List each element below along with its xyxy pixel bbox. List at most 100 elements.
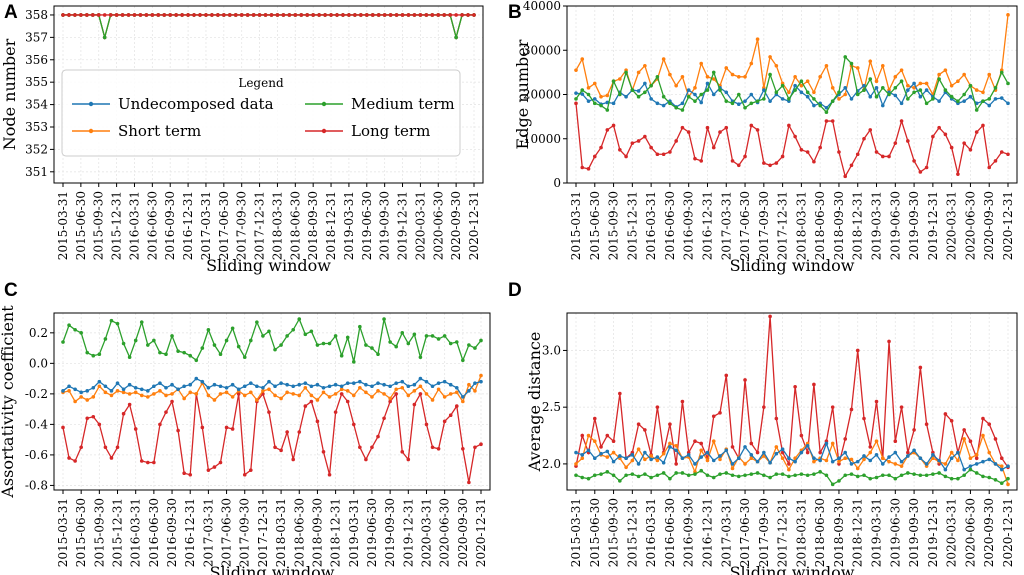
data-point	[418, 392, 423, 396]
x-tick-label: 2020-09-30	[456, 498, 470, 567]
data-point	[899, 79, 904, 84]
data-point	[127, 382, 132, 387]
data-point	[818, 450, 822, 455]
data-point	[780, 456, 785, 461]
x-tick-label: 2016-09-30	[682, 498, 696, 567]
x-tick-label: 2017-12-31	[776, 498, 790, 567]
x-tick-label: 2018-03-31	[270, 191, 284, 260]
data-point	[805, 450, 810, 455]
data-point	[1006, 81, 1010, 86]
data-point	[649, 83, 653, 88]
data-point	[799, 90, 804, 95]
data-point	[182, 471, 186, 476]
data-point	[837, 456, 841, 461]
y-tick-label: -0.4	[25, 417, 49, 431]
data-point	[448, 382, 453, 387]
data-point	[924, 422, 929, 426]
data-point	[849, 457, 854, 462]
data-point	[605, 449, 610, 454]
data-point	[158, 350, 162, 355]
data-point	[630, 472, 635, 476]
data-point	[906, 471, 910, 475]
series-line-short	[62, 375, 482, 403]
data-point	[968, 94, 973, 99]
data-point	[158, 381, 162, 385]
y-tick-label: 352	[25, 142, 48, 156]
data-point	[358, 379, 362, 384]
x-tick-label: 2019-03-31	[347, 498, 361, 567]
data-point	[649, 475, 653, 480]
data-point	[605, 433, 610, 438]
data-point	[912, 472, 916, 476]
legend-item-medium: Medium term	[305, 95, 455, 113]
series-line-medium	[575, 468, 1009, 486]
data-point	[999, 96, 1004, 100]
data-point	[849, 61, 854, 66]
data-point	[887, 339, 891, 344]
data-point	[868, 450, 873, 455]
data-point	[643, 472, 647, 476]
data-point	[749, 441, 754, 446]
data-point	[918, 170, 923, 174]
data-point	[805, 473, 810, 478]
data-point	[79, 395, 83, 399]
data-point	[133, 338, 138, 343]
data-point	[109, 393, 114, 398]
data-point	[787, 90, 791, 95]
data-point	[430, 398, 435, 402]
data-point	[899, 68, 904, 72]
data-point	[837, 150, 841, 154]
data-point	[473, 346, 477, 350]
data-point	[924, 101, 929, 106]
x-tick-label: 2017-09-30	[757, 191, 771, 260]
data-point	[67, 13, 71, 17]
x-tick-label: 2019-06-30	[888, 191, 902, 260]
series-undecomposed	[574, 441, 1010, 472]
data-point	[233, 13, 238, 17]
data-point	[388, 340, 392, 344]
data-point	[618, 391, 622, 396]
data-point	[370, 445, 374, 450]
data-point	[880, 456, 885, 461]
data-point	[949, 83, 954, 88]
data-point	[327, 384, 332, 389]
data-point	[755, 128, 760, 132]
data-point	[364, 13, 369, 17]
data-point	[611, 439, 616, 444]
data-point	[586, 448, 591, 453]
data-point	[103, 384, 108, 389]
data-point	[273, 445, 277, 450]
data-point	[931, 97, 935, 101]
data-point	[127, 402, 132, 407]
data-point	[194, 358, 199, 363]
data-point	[436, 387, 441, 392]
data-point	[291, 392, 296, 396]
data-point	[279, 396, 283, 401]
data-point	[297, 393, 302, 398]
data-point	[899, 101, 904, 106]
data-point	[993, 477, 998, 482]
x-tick-label: 2020-12-31	[474, 498, 488, 567]
data-point	[849, 163, 854, 168]
data-point	[611, 473, 616, 478]
data-point	[974, 88, 979, 92]
data-point	[273, 347, 277, 352]
x-tick-label: 2019-09-30	[907, 498, 921, 567]
x-tick-label: 2015-09-30	[607, 498, 621, 567]
data-point	[999, 481, 1004, 485]
data-point	[394, 13, 399, 17]
y-axis-label: Edge number	[513, 39, 532, 149]
x-tick-label: 2020-09-30	[982, 498, 996, 567]
data-point	[574, 68, 578, 72]
x-tick-label: 2018-06-30	[292, 498, 306, 567]
data-point	[849, 97, 854, 101]
data-point	[91, 395, 96, 399]
data-point	[655, 455, 660, 459]
data-point	[874, 150, 879, 154]
data-point	[912, 448, 916, 453]
data-point	[216, 13, 220, 17]
series-long	[61, 13, 476, 17]
data-point	[830, 86, 835, 90]
data-point	[370, 395, 374, 399]
